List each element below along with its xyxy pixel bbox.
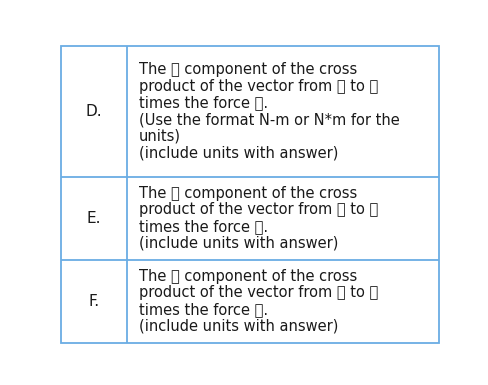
Text: The 𝑧 component of the cross: The 𝑧 component of the cross — [139, 269, 357, 284]
Text: (include units with answer): (include units with answer) — [139, 318, 338, 333]
Text: times the force 𝐹.: times the force 𝐹. — [139, 302, 267, 317]
Text: The 𝑦 component of the cross: The 𝑦 component of the cross — [139, 186, 357, 201]
Text: (include units with answer): (include units with answer) — [139, 236, 338, 251]
Text: times the force 𝐹.: times the force 𝐹. — [139, 95, 267, 110]
Text: product of the vector from 𝐶 to 𝐷: product of the vector from 𝐶 to 𝐷 — [139, 285, 378, 300]
Text: (Use the format N-m or N*m for the: (Use the format N-m or N*m for the — [139, 112, 399, 127]
Text: product of the vector from 𝐶 to 𝐷: product of the vector from 𝐶 to 𝐷 — [139, 203, 378, 218]
Text: (include units with answer): (include units with answer) — [139, 146, 338, 161]
Text: D.: D. — [86, 104, 102, 119]
Text: units): units) — [139, 129, 181, 144]
Text: E.: E. — [87, 211, 102, 226]
Text: product of the vector from 𝐶 to 𝐷: product of the vector from 𝐶 to 𝐷 — [139, 79, 378, 94]
Text: F.: F. — [88, 294, 100, 309]
Text: times the force 𝐹.: times the force 𝐹. — [139, 219, 267, 234]
Text: The 𝑥 component of the cross: The 𝑥 component of the cross — [139, 62, 357, 77]
